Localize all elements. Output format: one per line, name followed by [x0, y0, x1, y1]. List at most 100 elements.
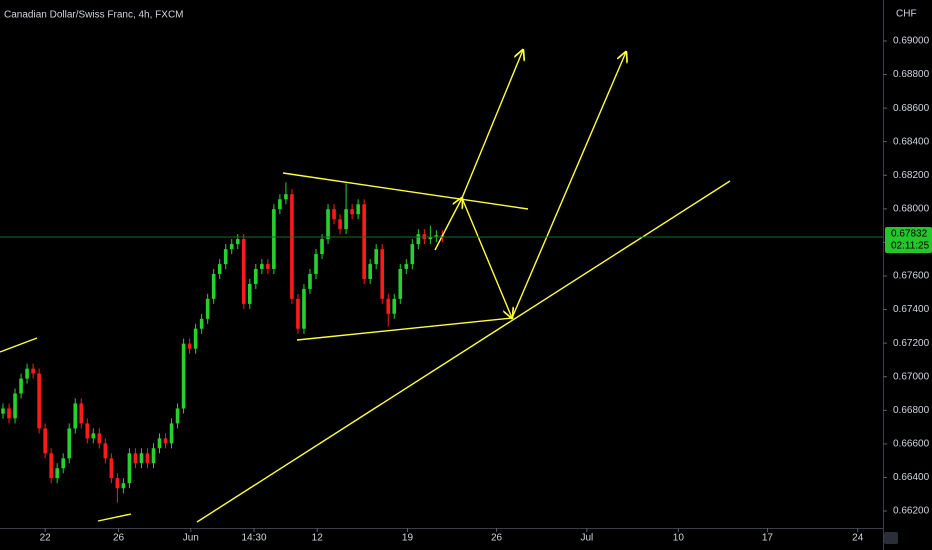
candle-body	[55, 468, 59, 479]
candle-body	[193, 328, 198, 349]
candle-body	[302, 288, 306, 329]
candle-body	[350, 209, 354, 215]
candle-body	[229, 244, 234, 250]
y-tick-label: 0.66200	[893, 506, 930, 517]
candle-body	[181, 343, 186, 409]
x-tick-label: Jun	[183, 533, 199, 544]
trend-line	[0, 337, 38, 353]
candle-body	[235, 239, 240, 245]
candle-body	[344, 209, 348, 230]
candle-body	[97, 433, 102, 444]
trend-line	[296, 317, 513, 341]
drawings	[0, 50, 731, 523]
logo	[884, 532, 898, 544]
candle-body	[314, 254, 318, 274]
y-tick-label: 0.67600	[893, 271, 930, 282]
last-price-label: 0.67832	[891, 229, 928, 240]
candle-body	[139, 453, 144, 464]
candle-body	[362, 204, 366, 280]
y-tick-label: 0.68400	[893, 136, 930, 147]
y-tick-label: 0.69000	[893, 36, 930, 47]
candle-body	[151, 448, 156, 464]
candle-body	[187, 343, 192, 349]
x-tick-label: 10	[673, 533, 685, 544]
candle-body	[272, 209, 276, 269]
candle-body	[67, 428, 72, 459]
candle-body	[157, 438, 162, 449]
candle-body	[37, 373, 41, 429]
last-price-box	[885, 227, 932, 254]
x-tick-label: 14:30	[241, 533, 266, 544]
candle-body	[392, 298, 397, 314]
candle-body	[326, 209, 330, 240]
candle-body	[199, 318, 204, 329]
chart-title: Canadian Dollar/Swiss Franc, 4h, FXCM	[4, 10, 184, 21]
candle-body	[284, 194, 288, 200]
trend-line	[282, 172, 529, 210]
arrow	[461, 197, 512, 318]
countdown-label: 02:11:25	[891, 241, 930, 252]
x-tick-label: 12	[312, 533, 324, 544]
candle-body	[260, 264, 264, 269]
y-tick-label: 0.68600	[893, 103, 930, 114]
arrow	[511, 52, 626, 319]
candle-body	[434, 235, 439, 238]
candle-body	[169, 423, 174, 444]
candle-body	[145, 453, 150, 464]
candle-body	[13, 393, 17, 419]
candles	[1, 182, 445, 503]
candle-body	[205, 298, 210, 319]
candle-body	[380, 249, 385, 299]
candle-body	[404, 264, 409, 269]
candle-body	[278, 199, 282, 210]
candle-body	[7, 408, 11, 419]
x-tick-label: 24	[852, 533, 864, 544]
candle-body	[103, 443, 108, 459]
candle-body	[308, 273, 312, 289]
y-tick-label: 0.67200	[893, 338, 930, 349]
x-tick-label: 22	[40, 533, 52, 544]
candle-body	[73, 403, 78, 429]
y-tick-label: 0.66600	[893, 439, 930, 450]
candle-body	[266, 264, 270, 269]
candle-body	[332, 209, 336, 220]
candle-body	[211, 273, 216, 299]
candle-body	[79, 403, 84, 424]
candle-body	[320, 239, 324, 255]
candle-body	[290, 194, 294, 299]
candle-body	[85, 423, 90, 439]
candle-body	[338, 219, 342, 230]
y-tick-label: 0.67400	[893, 304, 930, 315]
candle-body	[49, 453, 53, 479]
candle-body	[61, 458, 66, 469]
candle-body	[19, 378, 23, 394]
candle-body	[296, 298, 300, 329]
candle-body	[428, 237, 433, 240]
candle-body	[25, 368, 29, 379]
x-tick-label: 17	[762, 533, 774, 544]
candle-body	[43, 428, 47, 454]
candle-body	[133, 453, 138, 464]
x-tick-label: 26	[491, 533, 503, 544]
arrow	[461, 50, 523, 199]
candle-body	[398, 268, 403, 299]
candle-body	[175, 408, 180, 424]
y-axis-label: CHF	[896, 9, 917, 20]
candle-body	[127, 453, 132, 484]
candle-body	[163, 438, 168, 444]
candle-body	[368, 264, 372, 280]
trend-line	[97, 513, 132, 522]
candle-body	[254, 268, 258, 284]
candle-body	[410, 244, 415, 265]
candle-body	[109, 458, 114, 479]
candle-body	[374, 249, 378, 265]
candle-body	[386, 298, 391, 314]
trend-line	[196, 180, 731, 523]
x-tick-label: 26	[113, 533, 125, 544]
y-tick-label: 0.68800	[893, 69, 930, 80]
candle-body	[247, 283, 252, 304]
candle-body	[223, 249, 228, 265]
